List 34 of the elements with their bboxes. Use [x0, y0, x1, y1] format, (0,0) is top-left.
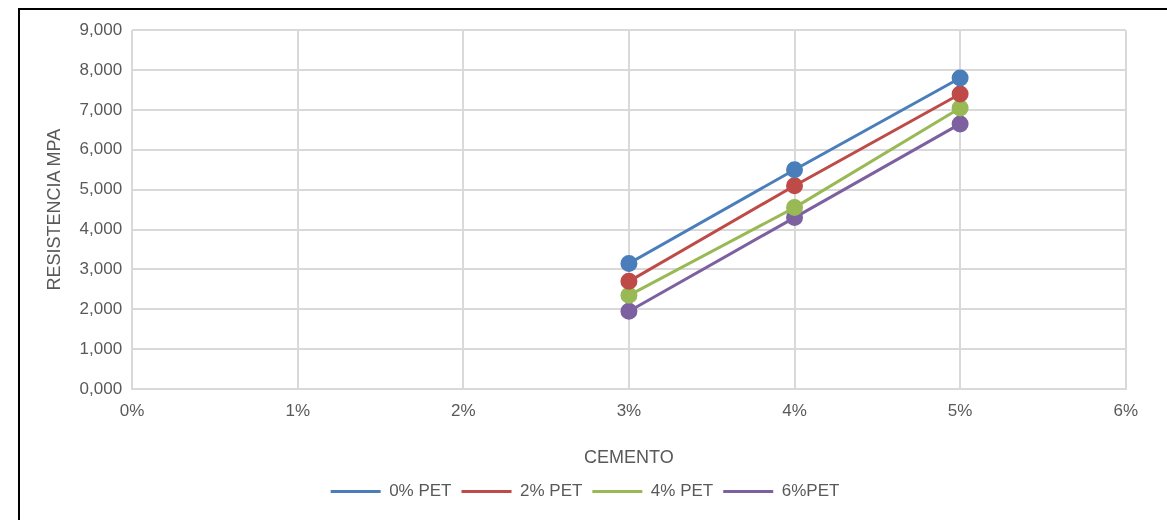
- point: [786, 161, 804, 179]
- point: [951, 69, 969, 87]
- y-tick-label: 4,000: [79, 219, 123, 239]
- legend-label: 0% PET: [389, 481, 452, 501]
- x-tick-label: 6%: [1113, 400, 1138, 420]
- point: [620, 254, 638, 272]
- point: [951, 115, 969, 133]
- y-tick-label: 2,000: [79, 298, 123, 318]
- point: [620, 272, 638, 290]
- point: [786, 199, 804, 217]
- y-axis-title: RESISTENCIA MPA: [43, 128, 64, 291]
- x-tick-label: 5%: [947, 400, 973, 420]
- x-tick-label: 3%: [616, 400, 642, 420]
- y-tick-label: 8,000: [79, 59, 123, 79]
- x-tick-label: 0%: [119, 400, 145, 420]
- point: [620, 302, 638, 320]
- x-axis-title: CEMENTO: [584, 447, 674, 468]
- point: [951, 85, 969, 103]
- legend-label: 6%PET: [781, 481, 840, 501]
- point: [786, 177, 804, 195]
- legend-label: 2% PET: [520, 481, 583, 501]
- y-tick-label: 6,000: [79, 139, 123, 159]
- x-tick-label: 2%: [451, 400, 476, 420]
- y-tick-label: 7,000: [79, 99, 123, 119]
- x-tick-label: 1%: [285, 400, 311, 420]
- point: [620, 286, 638, 304]
- point: [951, 99, 969, 117]
- y-tick-label: 1,000: [79, 338, 123, 358]
- y-tick-label: 0,000: [79, 378, 123, 398]
- legend-label: 4% PET: [650, 481, 714, 501]
- y-tick-label: 9,000: [79, 19, 123, 39]
- y-tick-label: 3,000: [79, 259, 123, 279]
- y-tick-label: 5,000: [79, 179, 123, 199]
- x-tick-label: 4%: [782, 400, 807, 420]
